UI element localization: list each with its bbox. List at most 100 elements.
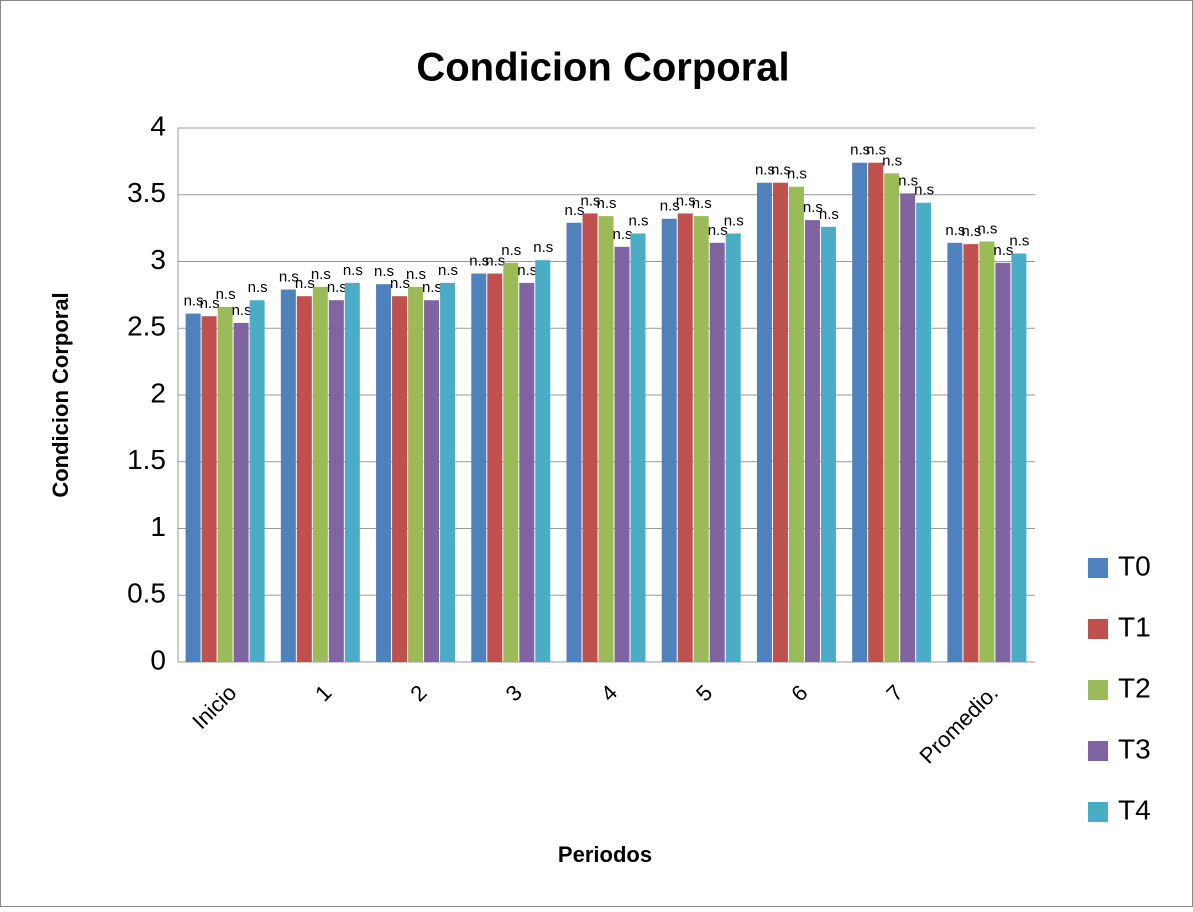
y-tick-label: 2 — [150, 377, 166, 408]
legend-label: T3 — [1118, 733, 1151, 764]
chart-title: Condicion Corporal — [416, 46, 789, 90]
x-axis-title: Periodos — [558, 842, 652, 867]
data-label: n.s — [580, 192, 600, 209]
data-label: n.s — [882, 152, 902, 169]
bar — [582, 213, 598, 662]
bar — [725, 233, 741, 662]
bar — [947, 242, 963, 662]
legend-swatch — [1088, 680, 1108, 700]
data-label: n.s — [517, 262, 537, 279]
y-tick-label: 0.5 — [127, 578, 166, 609]
bar — [963, 244, 979, 662]
bar — [820, 226, 836, 663]
data-label: n.s — [676, 192, 696, 209]
data-label: n.s — [248, 279, 268, 296]
bar — [217, 306, 233, 662]
bar — [788, 186, 804, 663]
y-tick-label: 1 — [150, 511, 166, 542]
bar — [614, 246, 630, 662]
bar — [852, 162, 868, 662]
bar — [535, 260, 551, 662]
bar — [519, 282, 535, 662]
data-label: n.s — [803, 199, 823, 216]
bar — [868, 162, 884, 662]
data-label: n.s — [469, 252, 489, 269]
data-label: n.s — [390, 275, 410, 292]
data-label: n.s — [708, 222, 728, 239]
data-label: n.s — [612, 226, 632, 243]
legend-swatch — [1088, 619, 1108, 639]
data-label: n.s — [533, 239, 553, 256]
data-label: n.s — [232, 302, 252, 319]
bar — [312, 286, 328, 662]
data-label: n.s — [422, 279, 442, 296]
data-label: n.s — [977, 220, 997, 237]
legend-label: T4 — [1118, 794, 1151, 825]
data-label: n.s — [914, 182, 934, 199]
data-label: n.s — [501, 242, 521, 259]
bar — [598, 216, 614, 663]
bar — [344, 282, 360, 662]
bar — [233, 322, 249, 662]
bar — [503, 262, 519, 662]
y-axis-title: Condicion Corporal — [48, 292, 73, 497]
bar — [677, 213, 693, 662]
bar — [201, 316, 217, 662]
bar — [185, 313, 201, 662]
bar — [756, 182, 772, 663]
legend-label: T1 — [1118, 611, 1151, 642]
data-label: n.s — [311, 266, 331, 283]
bar — [772, 182, 788, 663]
data-label: n.s — [343, 262, 363, 279]
data-label: n.s — [564, 202, 584, 219]
legend-swatch — [1088, 558, 1108, 578]
data-label: n.s — [279, 269, 299, 286]
data-label: n.s — [755, 162, 775, 179]
bar — [630, 233, 646, 662]
data-label: n.s — [596, 195, 616, 212]
bar — [900, 193, 916, 663]
y-tick-label: 1.5 — [127, 444, 166, 475]
data-label: n.s — [850, 142, 870, 159]
data-label: n.s — [438, 262, 458, 279]
data-label: n.s — [200, 295, 220, 312]
bar — [995, 262, 1011, 662]
bar — [408, 286, 424, 662]
data-label: n.s — [295, 275, 315, 292]
bar — [376, 284, 392, 662]
data-label: n.s — [327, 279, 347, 296]
bar — [566, 222, 582, 662]
bar — [424, 300, 440, 662]
data-label: n.s — [406, 266, 426, 283]
bar — [280, 289, 296, 662]
y-tick-label: 3.5 — [127, 177, 166, 208]
data-label: n.s — [692, 195, 712, 212]
bar — [661, 218, 677, 662]
y-tick-label: 3 — [150, 244, 166, 275]
data-label: n.s — [628, 212, 648, 229]
legend-label: T0 — [1118, 550, 1151, 581]
bar — [1011, 253, 1027, 663]
data-label: n.s — [374, 263, 394, 280]
data-label: n.s — [993, 242, 1013, 259]
bar — [884, 173, 900, 662]
bar — [328, 300, 344, 662]
bar — [392, 296, 408, 662]
y-tick-label: 2.5 — [127, 311, 166, 342]
bar — [440, 282, 456, 662]
data-label: n.s — [787, 166, 807, 183]
data-label: n.s — [216, 286, 236, 303]
data-label: n.s — [819, 206, 839, 223]
data-label: n.s — [184, 293, 204, 310]
bar — [249, 300, 265, 662]
legend-swatch — [1088, 741, 1108, 761]
data-label: n.s — [485, 252, 505, 269]
bar — [471, 273, 487, 662]
data-label: n.s — [945, 222, 965, 239]
data-label: n.s — [771, 162, 791, 179]
bar — [804, 220, 820, 663]
bar — [979, 241, 995, 662]
bar — [693, 216, 709, 663]
y-tick-label: 0 — [150, 644, 166, 675]
data-label: n.s — [1009, 232, 1029, 249]
